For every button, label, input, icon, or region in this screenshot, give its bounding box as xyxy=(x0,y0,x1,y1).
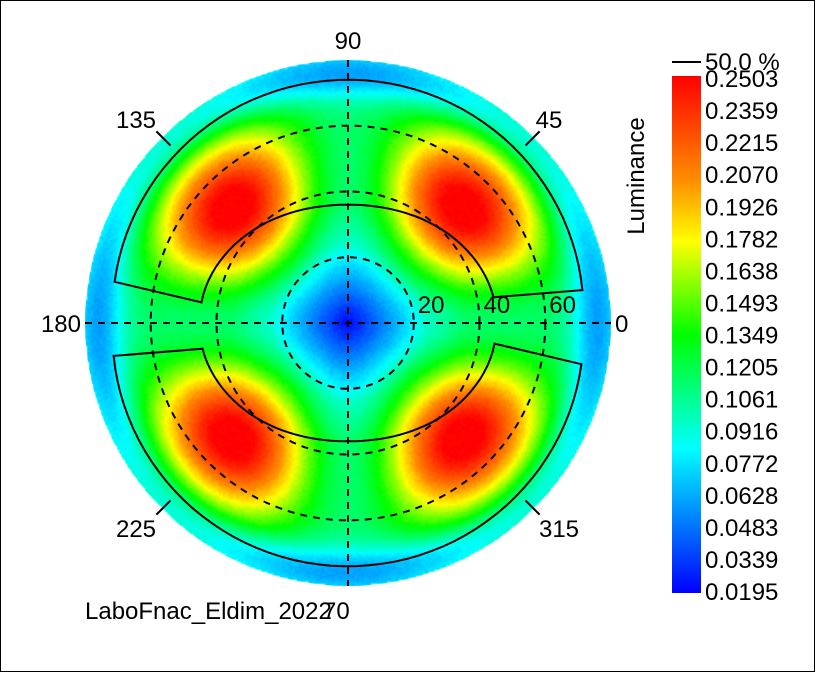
colorbar-tick-label: 0.1638 xyxy=(705,258,778,285)
footer-overlap: 70 xyxy=(323,598,350,625)
colorbar-tick-label: 0.0339 xyxy=(705,547,778,574)
colorbar-tick-label: 0.0628 xyxy=(705,483,778,510)
colorbar-tick-label: 0.2359 xyxy=(705,98,778,125)
colorbar-tick-label: 0.2503 xyxy=(705,66,778,93)
angle-label: 180 xyxy=(41,311,81,338)
radial-label: 20 xyxy=(418,292,445,319)
colorbar-title: Luminance xyxy=(623,117,650,234)
colorbar-tick-label: 0.2215 xyxy=(705,130,778,157)
colorbar-tick-label: 0.0772 xyxy=(705,451,778,478)
angle-label: 0 xyxy=(615,311,628,338)
footer-label: LaboFnac_Eldim_2022 xyxy=(85,598,332,625)
colorbar-tick-label: 0.1349 xyxy=(705,323,778,350)
radial-label: 40 xyxy=(484,292,511,319)
colorbar-tick-label: 0.0483 xyxy=(705,515,778,542)
angle-label: 225 xyxy=(116,516,156,543)
polar-grid xyxy=(85,60,611,586)
colorbar-tick-label: 0.0916 xyxy=(705,419,778,446)
colorbar-tick-label: 0.1782 xyxy=(705,226,778,253)
colorbar-tick-label: 0.1205 xyxy=(705,355,778,382)
radial-label: 60 xyxy=(549,292,576,319)
colorbar-ticks: 0.2503 0.2359 0.2215 0.2070 0.1926 0.1782 0.16… xyxy=(705,66,778,606)
radial-labels: 20 40 60 xyxy=(418,292,576,319)
angle-label: 135 xyxy=(116,107,156,134)
angle-label: 45 xyxy=(536,107,563,134)
colorbar-tick-label: 0.1493 xyxy=(705,290,778,317)
angle-label: 90 xyxy=(335,28,362,55)
colorbar-tick-label: 0.0195 xyxy=(705,579,778,606)
angle-label: 315 xyxy=(539,516,579,543)
colorbar-tick-label: 0.1926 xyxy=(705,194,778,221)
colorbar xyxy=(672,76,701,593)
colorbar-tick-label: 0.2070 xyxy=(705,162,778,189)
colorbar-tick-label: 0.1061 xyxy=(705,387,778,414)
